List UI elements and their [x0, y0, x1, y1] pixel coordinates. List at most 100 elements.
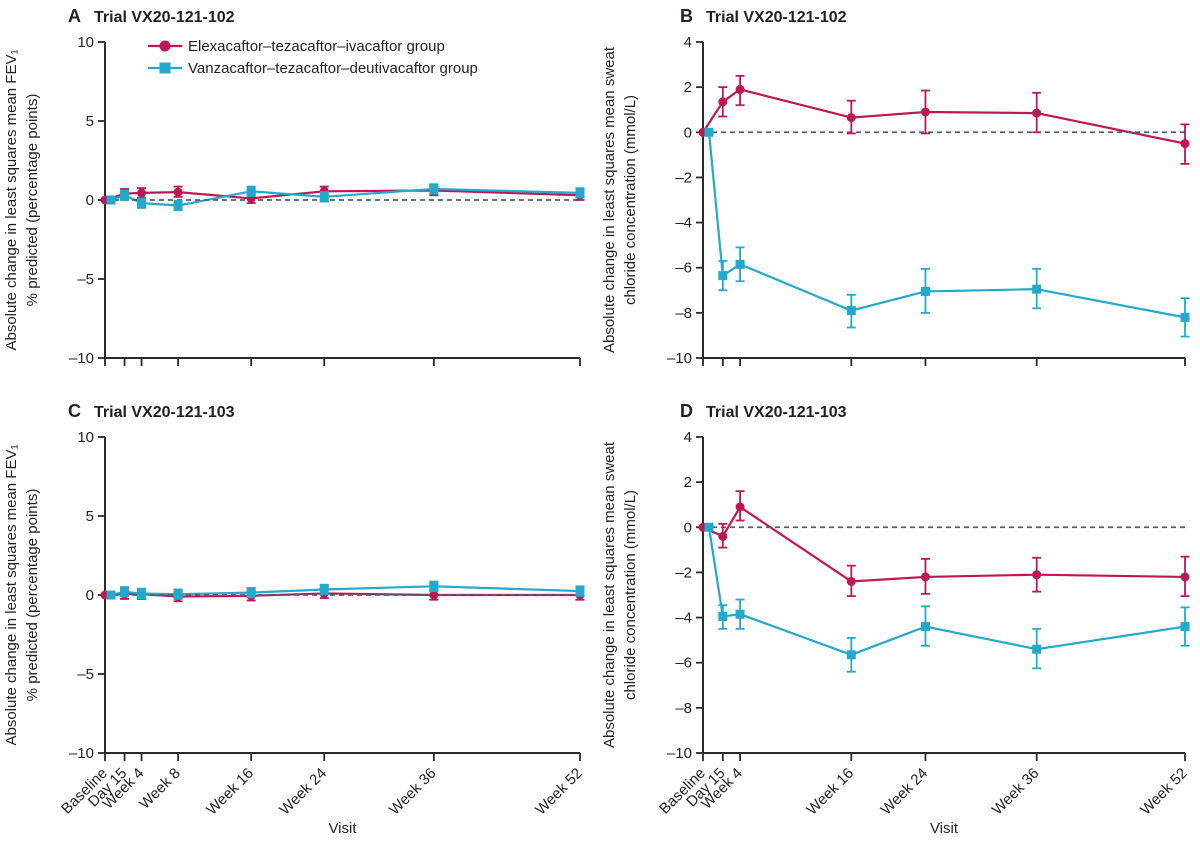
x-tick-label: Week 24: [878, 765, 932, 819]
y-axis-label-line2: chloride concentration (mmol/L): [622, 490, 639, 700]
data-point-circle: [920, 107, 930, 117]
data-point-square: [920, 622, 930, 632]
data-point-square: [735, 259, 745, 269]
panel-title: Trial VX20-121-103: [94, 404, 235, 421]
data-point-circle: [173, 187, 183, 197]
legend-label: Vanzacaftor–tezacaftor–deutivacaftor gro…: [188, 60, 478, 77]
data-point-square: [575, 586, 585, 596]
y-tick-label: –10: [69, 350, 94, 367]
data-point-square: [120, 587, 130, 597]
data-point-square: [137, 588, 147, 598]
y-tick-label: 0: [86, 192, 94, 209]
data-point-circle: [1032, 108, 1042, 118]
y-tick-label: –2: [675, 169, 692, 186]
data-point-square: [1032, 284, 1042, 294]
panel-letter: C: [68, 401, 81, 421]
data-point-square: [246, 588, 256, 598]
x-tick-label: Week 8: [136, 765, 184, 813]
panel-b: B Trial VX20-121-102 Absolute change in le…: [601, 6, 1190, 367]
x-tick-label: Week 36: [386, 765, 440, 819]
y-axis-label-line1: Absolute change in least squares mean sw…: [601, 46, 618, 353]
data-point-square: [137, 198, 147, 208]
y-tick-label: 5: [86, 508, 94, 525]
data-point-square: [1180, 622, 1190, 632]
data-point-square: [173, 589, 183, 599]
y-tick-label: –8: [675, 305, 692, 322]
y-tick-label: 2: [684, 79, 692, 96]
data-point-square: [319, 192, 329, 202]
data-point-square: [718, 611, 728, 621]
y-tick-label: –2: [675, 564, 692, 581]
panel-letter: D: [680, 401, 693, 421]
data-point-square: [429, 184, 439, 194]
legend-marker-square: [159, 62, 171, 74]
y-tick-label: –4: [675, 215, 692, 232]
y-tick-label: –5: [77, 271, 94, 288]
data-point-circle: [1032, 570, 1042, 580]
y-tick-label: –4: [675, 610, 692, 627]
panel-title: Trial VX20-121-103: [706, 404, 847, 421]
panel-title: Trial VX20-121-102: [706, 9, 847, 26]
y-tick-label: –10: [667, 745, 692, 762]
y-tick-label: –6: [675, 260, 692, 277]
y-tick-label: –10: [667, 350, 692, 367]
y-axis-label-line1: Absolute change in least squares mean sw…: [601, 441, 618, 748]
data-point-square: [120, 190, 130, 200]
data-point-square: [846, 306, 856, 316]
y-tick-label: –6: [675, 655, 692, 672]
y-axis-label-line2: chloride concentration (mmol/L): [622, 95, 639, 305]
x-tick-label: Week 16: [203, 765, 257, 819]
data-point-square: [319, 584, 329, 594]
legend-item-1: Vanzacaftor–tezacaftor–deutivacaftor gro…: [148, 60, 478, 77]
data-point-circle: [735, 502, 745, 512]
y-tick-label: 5: [86, 113, 94, 130]
panel-letter: B: [680, 6, 693, 26]
data-point-square: [106, 590, 116, 600]
data-point-circle: [1180, 572, 1190, 582]
y-tick-label: 10: [77, 429, 94, 446]
y-tick-label: 4: [684, 429, 692, 446]
data-point-circle: [429, 590, 439, 600]
data-point-square: [846, 650, 856, 660]
panel-c: C Trial VX20-121-103 Absolute change in le…: [3, 401, 586, 837]
data-point-square: [106, 195, 116, 205]
data-point-circle: [1180, 139, 1190, 149]
data-point-square: [575, 188, 585, 198]
y-tick-label: –8: [675, 700, 692, 717]
y-axis-label-line2: % predicted (percentage points): [24, 489, 41, 702]
y-tick-label: 0: [684, 124, 692, 141]
y-tick-label: 0: [684, 519, 692, 536]
x-axis-title: Visit: [930, 820, 959, 837]
data-point-circle: [137, 188, 147, 198]
series-line-1: [707, 131, 1187, 319]
panel-title: Trial VX20-121-102: [94, 9, 235, 26]
y-axis-label-line1: Absolute change in least squares mean FE…: [3, 49, 20, 350]
y-tick-label: 10: [77, 34, 94, 51]
series-line-1: [707, 526, 1187, 656]
series-line-0: [701, 505, 1187, 583]
data-point-circle: [718, 531, 728, 541]
data-point-square: [429, 581, 439, 591]
y-tick-label: 4: [684, 34, 692, 51]
x-tick-label: Week 52: [532, 765, 586, 819]
data-point-square: [735, 609, 745, 619]
data-point-square: [173, 201, 183, 211]
y-tick-label: 2: [684, 474, 692, 491]
x-tick-label: Week 36: [989, 765, 1043, 819]
data-point-circle: [846, 576, 856, 586]
x-tick-label: Week 52: [1137, 765, 1191, 819]
legend-item-0: Elexacaftor–tezacaftor–ivacaftor group: [148, 38, 445, 55]
data-point-square: [704, 522, 714, 532]
data-point-square: [1032, 644, 1042, 654]
data-point-square: [246, 186, 256, 196]
x-tick-label: Week 24: [276, 765, 330, 819]
data-point-circle: [735, 84, 745, 94]
y-tick-label: 0: [86, 587, 94, 604]
y-axis-label-line1: Absolute change in least squares mean FE…: [3, 444, 20, 745]
panel-letter: A: [68, 6, 81, 26]
panel-a: A Trial VX20-121-102 Absolute change in le…: [3, 6, 585, 367]
data-point-square: [718, 271, 728, 281]
x-axis-title: Visit: [328, 820, 357, 837]
